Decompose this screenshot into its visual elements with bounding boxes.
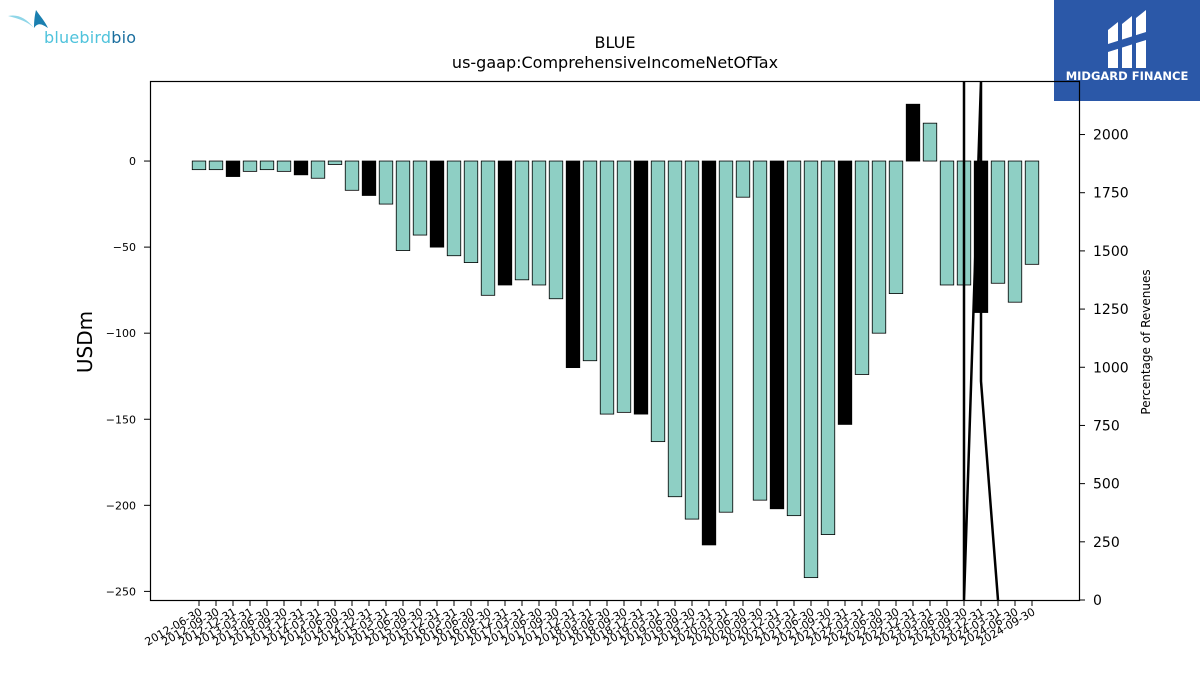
- bar-2020-06-30: [735, 160, 751, 198]
- bar-2018-03-31: [582, 160, 598, 362]
- bar-2012-06-30: [191, 160, 207, 171]
- bar-2015-12-31: [429, 160, 445, 248]
- bar-2017-09-30: [548, 160, 564, 300]
- y-tick-label--250: −250: [106, 585, 136, 598]
- plot-frame: [149, 80, 1081, 602]
- bar-2021-12-31: [837, 160, 853, 425]
- y-right-tick-label-1750: 1750: [1093, 186, 1129, 202]
- bar-2021-06-30: [803, 160, 819, 579]
- bar-2017-06-30: [531, 160, 547, 286]
- chart-title: BLUE: [595, 33, 636, 52]
- bar-2022-12-31: [905, 103, 921, 162]
- y-tick-label--100: −100: [106, 327, 136, 340]
- bar-2019-03-31: [650, 160, 666, 443]
- pct-of-revenues-line: [962, 80, 1000, 601]
- bar-2023-06-30: [939, 160, 955, 286]
- wordmark-part-b: bio: [111, 28, 137, 47]
- bar-2021-09-30: [820, 160, 836, 535]
- bar-2022-09-30: [888, 160, 904, 294]
- bar-2018-12-31: [633, 160, 649, 415]
- bar-2021-03-31: [786, 160, 802, 517]
- y-tick-label--150: −150: [106, 413, 136, 426]
- y-right-tick-label-500: 500: [1093, 477, 1120, 493]
- midgard-finance-logo: MIDGARD FINANCE: [1054, 0, 1200, 101]
- y-tick-label-0: 0: [129, 155, 136, 168]
- bar-2022-03-31: [854, 160, 870, 375]
- bar-2024-09-30: [1024, 160, 1040, 265]
- bar-2016-09-30: [480, 160, 496, 296]
- line-layer: [962, 80, 1000, 601]
- bar-2019-12-31: [701, 160, 717, 546]
- bar-2012-12-31: [225, 160, 241, 177]
- bar-2018-06-30: [599, 160, 615, 415]
- bar-2016-03-31: [446, 160, 462, 257]
- bar-2013-06-30: [259, 160, 275, 171]
- y-ticks-right: 0 250 500 750 1000 1250 1500 1750 2000: [1079, 128, 1129, 609]
- bar-2013-12-31: [293, 160, 309, 176]
- y-right-tick-label-1500: 1500: [1093, 244, 1129, 260]
- bar-2017-03-31: [514, 160, 530, 281]
- midgard-finance-wordmark: MIDGARD FINANCE: [1065, 69, 1189, 83]
- y-right-tick-label-1000: 1000: [1093, 360, 1129, 376]
- bar-2015-06-30: [395, 160, 411, 251]
- bar-2017-12-31: [565, 160, 581, 369]
- bar-2013-09-30: [276, 160, 292, 172]
- bar-2020-09-30: [752, 160, 768, 501]
- y-ticks-left: 0 −50 −100 −150 −200 −250: [106, 155, 150, 598]
- bar-2016-06-30: [463, 160, 479, 263]
- bar-2016-12-31: [497, 160, 513, 286]
- bar-2020-12-31: [769, 160, 785, 510]
- bar-2019-06-30: [667, 160, 683, 498]
- bars-group: [191, 103, 1040, 579]
- bird-icon: [8, 10, 48, 28]
- bar-2024-03-31: [990, 160, 1006, 284]
- bar-2022-06-30: [871, 160, 887, 334]
- bar-2015-09-30: [412, 160, 428, 236]
- y-right-tick-label-250: 250: [1093, 535, 1120, 551]
- x-ticks: 2012-06-302012-09-302012-12-312013-03-31…: [143, 600, 1038, 649]
- y-tick-label--200: −200: [106, 499, 136, 512]
- y-right-tick-label-0: 0: [1093, 593, 1102, 609]
- y-axis-label-left: USDm: [73, 311, 97, 373]
- bar-2014-03-31: [310, 160, 326, 179]
- bar-2012-09-30: [208, 160, 224, 171]
- y-right-tick-label-2000: 2000: [1093, 128, 1129, 144]
- y-right-tick-label-1250: 1250: [1093, 302, 1129, 318]
- chart-subtitle: us-gaap:ComprehensiveIncomeNetOfTax: [452, 53, 778, 72]
- bar-2019-09-30: [684, 160, 700, 520]
- bar-2014-12-31: [361, 160, 377, 196]
- bar-2023-03-31: [922, 122, 938, 162]
- bar-2014-06-30: [327, 160, 343, 165]
- midgard-emblem-icon: [1108, 10, 1146, 68]
- bar-2020-03-31: [718, 160, 734, 513]
- bar-2018-09-30: [616, 160, 632, 413]
- bar-2024-06-30: [1007, 160, 1023, 303]
- bar-2014-09-30: [344, 160, 360, 191]
- bar-2013-03-31: [242, 160, 258, 172]
- bluebird-bio-logo: [8, 8, 158, 53]
- bar-2015-03-31: [378, 160, 394, 205]
- y-tick-label--50: −50: [113, 241, 136, 254]
- wordmark-part-a: bluebird: [44, 28, 112, 47]
- bluebird-bio-wordmark: bluebirdbio: [44, 28, 136, 47]
- y-right-tick-label-750: 750: [1093, 418, 1120, 434]
- y-axis-label-right: Percentage of Revenues: [1139, 269, 1153, 414]
